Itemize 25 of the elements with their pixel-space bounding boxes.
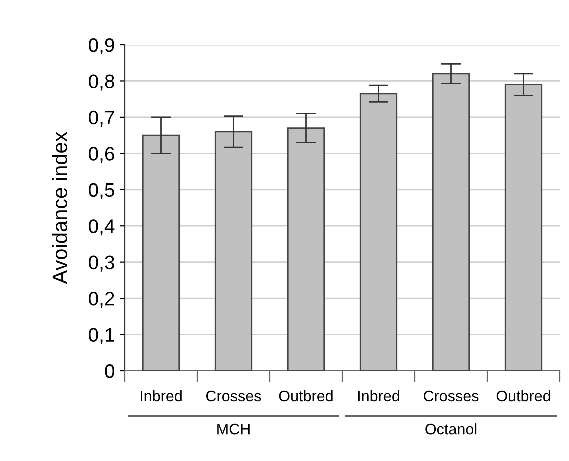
y-tick-label: 0,9: [89, 38, 114, 55]
y-tick-label: 0,2: [89, 292, 114, 308]
bar: [287, 128, 326, 371]
x-tick-label: Inbred: [141, 390, 182, 402]
text: Octanol: [426, 424, 477, 435]
bar: [360, 93, 398, 371]
x-tick-label: Inbred: [358, 390, 400, 402]
y-tick-label: 0,8: [89, 74, 114, 91]
y-tick-label: 0,1: [89, 328, 114, 344]
y-tick-label: 0,5: [89, 183, 114, 200]
x-tick-label: Crosses: [206, 390, 262, 402]
x-tick-label: Outbred: [279, 390, 333, 402]
x-tick-label: Crosses: [424, 390, 479, 402]
bar: [142, 134, 180, 371]
x-tick-label: Outbred: [496, 390, 550, 402]
y-tick-label: 0: [105, 364, 115, 378]
bar: [214, 131, 253, 371]
bar: [504, 84, 543, 371]
bar: [432, 73, 470, 371]
y-tick-label: 0,3: [89, 256, 114, 272]
y-tick-label: 0,6: [89, 147, 114, 164]
text: MCH: [218, 424, 250, 435]
y-tick-label: 0,4: [89, 220, 115, 236]
y-axis-title: Avoidance index: [52, 132, 68, 284]
y-tick-label: 0,7: [89, 110, 114, 127]
